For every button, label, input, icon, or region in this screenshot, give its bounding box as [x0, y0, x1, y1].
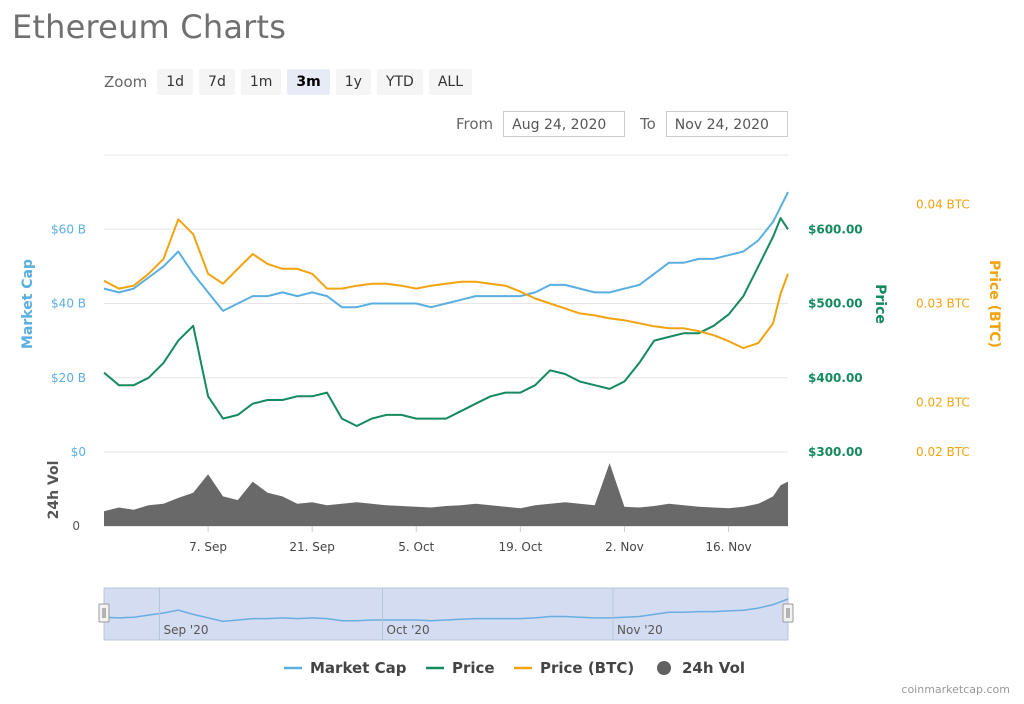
navigator-line: [103, 598, 789, 623]
legend-label: Market Cap: [310, 659, 407, 677]
market-cap-tick-label: $20 B: [51, 371, 86, 385]
zoom-1y-button[interactable]: 1y: [335, 69, 371, 95]
price-axis-title: Price: [872, 284, 888, 324]
price-tick-label: $300.00: [808, 445, 863, 459]
series-line-market-cap: [103, 191, 789, 312]
range-from: From Aug 24, 2020: [456, 110, 626, 138]
price-btc-tick-label: 0.03 BTC: [916, 297, 970, 311]
x-tick-label: 19. Oct: [499, 540, 543, 554]
range-to-label: To: [640, 115, 656, 133]
zoom-3m-button[interactable]: 3m: [287, 69, 330, 95]
range-to: To Nov 24, 2020: [640, 110, 788, 138]
zoom-1d-button[interactable]: 1d: [157, 69, 194, 95]
zoom-label: Zoom: [104, 73, 148, 91]
market-cap-tick-label: $40 B: [51, 297, 86, 311]
price-btc-tick-label: 0.02 BTC: [916, 396, 970, 410]
x-tick-label: 21. Sep: [289, 540, 335, 554]
legend-label: Price: [452, 659, 495, 677]
volume-axis-title: 24h Vol: [46, 461, 62, 520]
range-from-input[interactable]: Aug 24, 2020: [503, 111, 626, 137]
navigator-right-handle: [782, 603, 794, 623]
navigator-left-handle: [98, 603, 110, 623]
zoom-7d-button[interactable]: 7d: [199, 69, 235, 95]
grid-layer: [104, 154, 788, 527]
x-tick-label: 16. Nov: [705, 540, 751, 554]
legend-label: Price (BTC): [540, 659, 634, 677]
navigator-label: Nov '20: [617, 623, 663, 637]
page-title: Ethereum Charts: [12, 8, 287, 46]
axis-layer: $0 $20 B $40 B $60 B Market Cap 0 24h Vol $300.…: [20, 198, 1002, 555]
legend-label: 24h Vol: [682, 659, 745, 677]
market-cap-tick-label: $0: [71, 445, 86, 459]
credit-link[interactable]: coinmarketcap.com: [901, 683, 1010, 696]
navigator-label: Sep '20: [163, 623, 208, 637]
x-tick-label: 7. Sep: [189, 540, 227, 554]
volume-tick-label: 0: [72, 519, 80, 533]
navigator-range: [103, 587, 789, 641]
market-cap-axis-title: Market Cap: [20, 259, 36, 349]
price-tick-label: $600.00: [808, 222, 863, 236]
volume-area: [104, 463, 788, 526]
zoom-bar: Zoom 1d 7d 1m 3m 1y YTD ALL: [104, 68, 473, 96]
series-layer: [103, 191, 789, 427]
navigator[interactable]: Sep '20 Oct '20 Nov '20: [98, 587, 794, 641]
price-btc-tick-label: 0.02 BTC: [916, 445, 970, 459]
navigator-label: Oct '20: [387, 623, 430, 637]
price-tick-label: $500.00: [808, 297, 863, 311]
zoom-all-button[interactable]: ALL: [428, 69, 473, 95]
price-tick-label: $400.00: [808, 371, 863, 385]
market-cap-tick-label: $60 B: [51, 222, 86, 236]
range-from-label: From: [456, 115, 494, 133]
legend: Market Cap Price Price (BTC) 24h Vol: [284, 659, 745, 677]
legend-symbol: [657, 661, 671, 675]
x-tick-label: 5. Oct: [398, 540, 434, 554]
zoom-1m-button[interactable]: 1m: [240, 69, 282, 95]
range-to-input[interactable]: Nov 24, 2020: [665, 111, 788, 137]
series-line-price: [103, 217, 789, 427]
x-tick-label: 2. Nov: [605, 540, 644, 554]
zoom-ytd-button[interactable]: YTD: [376, 69, 423, 95]
price-btc-axis-title: Price (BTC): [986, 260, 1002, 348]
price-btc-tick-label: 0.04 BTC: [916, 198, 970, 212]
volume-layer: [104, 463, 788, 526]
series-line-price-btc: [103, 218, 789, 350]
